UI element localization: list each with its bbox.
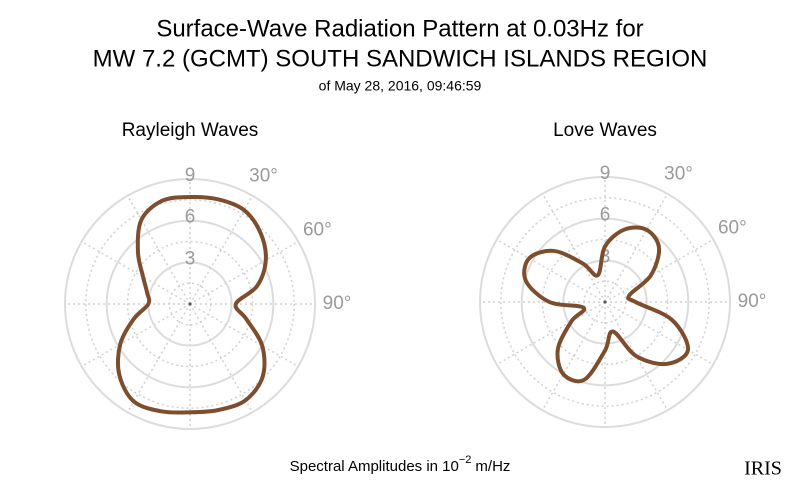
radial-grid — [496, 301, 606, 366]
chart-title: Rayleigh Waves — [122, 120, 259, 141]
subtitle: of May 28, 2016, 09:46:59 — [319, 78, 482, 94]
grid-circle — [64, 178, 316, 430]
radial-grid — [81, 240, 191, 305]
title-line: Surface-Wave Radiation Pattern at 0.03Hz… — [156, 15, 643, 42]
r-tick-label: 6 — [600, 205, 611, 226]
radial-grid — [541, 301, 606, 411]
pattern-line — [115, 195, 268, 415]
minor-grid — [541, 238, 669, 366]
chart-title: Love Waves — [553, 120, 657, 141]
footer-text: Spectral Amplitudes in 10 — [290, 458, 459, 475]
radial-grid — [189, 195, 254, 305]
grid-circle — [105, 219, 275, 389]
minor-grid — [85, 199, 295, 409]
minor-grid — [583, 280, 627, 324]
logo: IRIS — [744, 458, 782, 480]
r-tick-label: 3 — [600, 246, 611, 267]
r-tick-label: 9 — [600, 163, 611, 184]
radial-grid — [126, 303, 191, 413]
theta-tick-label: 30° — [664, 164, 693, 185]
center-dot — [603, 300, 607, 304]
minor-grid — [126, 240, 254, 368]
theta-tick-label: 60° — [718, 218, 747, 239]
theta-tick-label: 30° — [249, 166, 278, 187]
radial-grid — [604, 238, 714, 303]
grid-circle — [520, 217, 690, 387]
r-tick-label: 3 — [185, 248, 196, 269]
pattern-line — [522, 225, 690, 384]
grid-circle — [562, 259, 648, 345]
grid-circle — [479, 176, 731, 428]
r-tick-label: 6 — [185, 207, 196, 228]
minor-grid — [500, 197, 710, 407]
radial-grid — [189, 240, 299, 305]
theta-tick-label: 60° — [303, 220, 332, 241]
radial-grid — [81, 303, 191, 368]
center-dot — [188, 302, 192, 306]
footer: Spectral Amplitudes in 10−2 m/Hz — [290, 454, 511, 475]
radial-grid — [604, 193, 669, 303]
theta-tick-label: 90° — [323, 293, 352, 314]
title-line: MW 7.2 (GCMT) SOUTH SANDWICH ISLANDS REG… — [93, 45, 708, 72]
theta-tick-label: 90° — [738, 291, 767, 312]
footer-unit: m/Hz — [475, 458, 510, 475]
r-tick-label: 9 — [185, 165, 196, 186]
footer-exponent: −2 — [459, 454, 472, 466]
minor-grid — [168, 282, 212, 326]
